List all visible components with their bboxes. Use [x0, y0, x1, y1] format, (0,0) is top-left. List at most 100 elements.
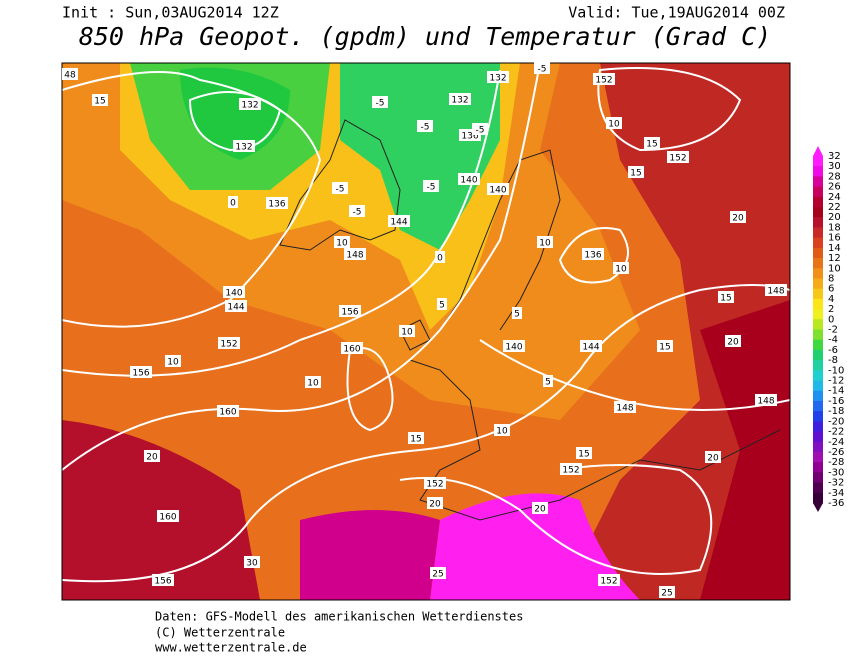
- label-text: 132: [451, 96, 468, 106]
- label-box: [408, 432, 424, 444]
- label-box: [512, 307, 522, 319]
- contour-label: 132: [233, 140, 255, 153]
- contour-label: 10: [606, 117, 622, 130]
- label-box: [239, 98, 261, 110]
- scale-label: -4: [828, 335, 838, 346]
- scale-bin: [813, 196, 823, 208]
- footer-line: (C) Wetterzentrale: [155, 626, 285, 640]
- contour-label: -5: [534, 62, 550, 75]
- label-box: [157, 510, 179, 522]
- scale-bin: [813, 207, 823, 218]
- label-text: 48: [64, 71, 76, 81]
- label-text: 136: [584, 251, 601, 261]
- label-box: [152, 574, 174, 586]
- contour-label: 25: [659, 586, 675, 599]
- contour-label: 15: [576, 447, 592, 460]
- scale-label: 32: [828, 151, 841, 162]
- label-text: 140: [489, 186, 506, 196]
- contour-label: 15: [628, 166, 644, 179]
- label-text: -5: [427, 183, 436, 193]
- label-box: [718, 291, 734, 303]
- label-box: [349, 205, 365, 217]
- label-text: 10: [167, 358, 179, 368]
- scale-bin: [813, 339, 823, 351]
- scale-bin: [813, 349, 823, 361]
- scale-label: 6: [828, 284, 834, 295]
- contour-label: 20: [532, 502, 548, 515]
- scale-bin: [813, 421, 823, 433]
- scale-label: 12: [828, 253, 841, 264]
- contour-label: 20: [705, 451, 721, 464]
- label-box: [339, 305, 361, 317]
- label-text: -5: [421, 123, 430, 133]
- label-text: 148: [757, 397, 774, 407]
- contour-label: 15: [718, 291, 734, 304]
- scale-label: 18: [828, 222, 841, 233]
- scale-label: -18: [828, 406, 844, 417]
- contour-label: -5: [332, 182, 348, 195]
- scale-bin: [813, 268, 823, 279]
- scale-label: -22: [828, 427, 844, 438]
- label-box: [582, 248, 604, 260]
- label-text: 144: [582, 343, 599, 353]
- scale-bin: [813, 217, 823, 228]
- contour-label: -5: [372, 96, 388, 109]
- label-box: [437, 298, 447, 310]
- scale-bin: [813, 451, 823, 463]
- label-box: [730, 211, 746, 223]
- label-text: -5: [538, 65, 547, 75]
- contour-label: 148: [755, 394, 777, 407]
- label-text: 152: [220, 340, 237, 350]
- scale-label: 30: [828, 161, 841, 172]
- scale-label: -16: [828, 396, 844, 407]
- scale-bin: [813, 319, 823, 330]
- scale-bin: [813, 227, 823, 239]
- label-text: 156: [132, 369, 149, 379]
- label-text: 15: [720, 294, 731, 304]
- label-box: [543, 375, 553, 387]
- scale-bin: [813, 390, 823, 402]
- contour-label: 160: [157, 510, 179, 523]
- label-text: 10: [307, 379, 319, 389]
- contour-label: 20: [730, 211, 746, 224]
- footer-line: www.wetterzentrale.de: [155, 641, 307, 655]
- label-text: 160: [343, 345, 360, 355]
- scale-bin: [813, 288, 823, 300]
- contour-label: 10: [334, 236, 350, 249]
- label-text: 25: [661, 589, 672, 599]
- label-box: [576, 447, 592, 459]
- contour-label: 10: [537, 236, 553, 249]
- contour-label: -5: [417, 120, 433, 133]
- label-text: 5: [439, 301, 445, 311]
- contour-label: 156: [130, 366, 152, 379]
- label-text: 136: [268, 200, 285, 210]
- label-text: -5: [376, 99, 385, 109]
- label-box: [472, 123, 488, 135]
- footer-line: Daten: GFS-Modell des amerikanischen Wet…: [155, 610, 523, 624]
- label-box: [233, 140, 255, 152]
- label-text: 15: [94, 97, 105, 107]
- label-box: [494, 424, 510, 436]
- contour-label: 25: [430, 567, 446, 580]
- label-box: [399, 325, 415, 337]
- contour-label: 148: [765, 284, 787, 297]
- label-text: 132: [235, 143, 252, 153]
- scale-bin: [813, 492, 823, 504]
- label-box: [598, 574, 620, 586]
- scale-bin: [813, 166, 823, 177]
- label-text: 20: [732, 214, 744, 224]
- contour-label: 148: [344, 248, 366, 261]
- label-box: [435, 251, 445, 263]
- label-text: 152: [600, 577, 617, 587]
- label-text: 10: [539, 239, 551, 249]
- contour-label: 140: [458, 173, 480, 186]
- label-box: [430, 567, 446, 579]
- label-box: [332, 182, 348, 194]
- scale-label: 26: [828, 182, 841, 193]
- contour-label: 144: [580, 340, 602, 353]
- scale-label: -10: [828, 365, 844, 376]
- contour-label: 15: [644, 137, 660, 150]
- label-text: 0: [437, 254, 443, 264]
- contour-label: 152: [560, 463, 582, 476]
- label-box: [628, 166, 644, 178]
